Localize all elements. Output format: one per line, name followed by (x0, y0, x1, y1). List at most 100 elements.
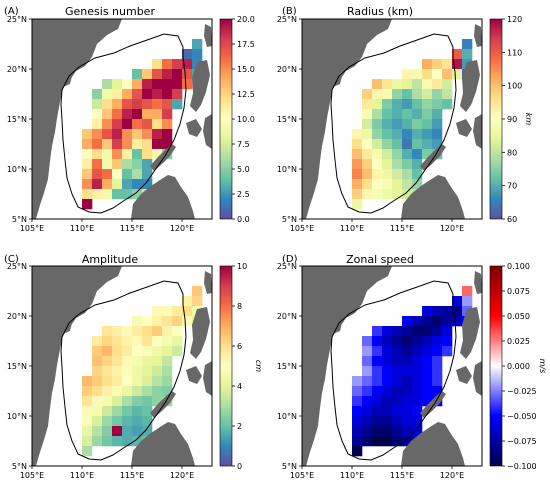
heatmap-cell (192, 296, 203, 307)
heatmap-cell (122, 99, 133, 110)
heatmap-cell (132, 406, 143, 417)
heatmap-cell (382, 356, 393, 367)
x-tick-label: 110°E (340, 471, 364, 480)
heatmap-cell (92, 366, 103, 377)
land-hainan (58, 72, 72, 87)
y-tick-label: 5°N (12, 215, 27, 224)
heatmap-cell (362, 89, 373, 100)
heatmap-cell (382, 426, 393, 437)
heatmap-cell (102, 189, 113, 200)
heatmap-cell (122, 139, 133, 150)
heatmap-cell (172, 316, 183, 327)
heatmap-cell (142, 159, 153, 170)
land-luzon (460, 60, 480, 112)
heatmap-cell (142, 316, 153, 327)
heatmap-cell (392, 416, 403, 427)
heatmap-cell (442, 79, 453, 90)
y-tick-label: 25°N (277, 262, 297, 271)
heatmap-cell (92, 129, 103, 140)
heatmap-cell (132, 396, 143, 407)
heatmap-cell (372, 139, 383, 150)
heatmap-cell (142, 119, 153, 130)
heatmap-cell (82, 179, 93, 190)
heatmap-cell (372, 79, 383, 90)
heatmap-cell (152, 386, 163, 397)
heatmap-cell (162, 346, 173, 357)
heatmap-cell (142, 366, 153, 377)
heatmap-cell (362, 346, 373, 357)
shelf-contour (60, 280, 187, 461)
heatmap-cell (152, 59, 163, 70)
heatmap-cell (152, 316, 163, 327)
heatmap-cell (102, 416, 113, 427)
heatmap-cell (102, 376, 113, 387)
heatmap-cell (402, 69, 413, 80)
heatmap-cell (362, 109, 373, 120)
heatmap-cell (362, 99, 373, 110)
heatmap-cell (112, 79, 123, 90)
heatmap-cell (352, 169, 363, 180)
heatmap-cell (432, 59, 443, 70)
heatmap-cell (152, 109, 163, 120)
heatmap-cell (372, 426, 383, 437)
heatmap-cell (422, 336, 433, 347)
x-tick-label: 120°E (170, 224, 194, 233)
heatmap-cell (112, 179, 123, 190)
colorbar-tick-label: 0.000 (507, 362, 530, 371)
heatmap-cell (372, 119, 383, 130)
heatmap-cell (402, 169, 413, 180)
heatmap-cell (122, 396, 133, 407)
heatmap-cells (82, 286, 203, 457)
heatmap-cell (412, 179, 423, 190)
shelf-contour (330, 280, 457, 461)
heatmap-cell (382, 416, 393, 427)
heatmap-cell (412, 356, 423, 367)
heatmap-cell (82, 139, 93, 150)
y-tick-label: 5°N (282, 215, 297, 224)
heatmap-cell (382, 129, 393, 140)
heatmap-cell (362, 386, 373, 397)
panel-genesis-number: (A) Genesis number 105°E 110°E 115°E 120°E 5… (4, 5, 255, 233)
heatmap-cell (392, 436, 403, 447)
y-tick-label: 10°N (7, 412, 27, 421)
heatmap-cell (392, 169, 403, 180)
heatmap-cell (92, 426, 103, 437)
heatmap-cell (92, 89, 103, 100)
heatmap-cell (122, 109, 133, 120)
heatmap-cell (432, 346, 443, 357)
heatmap-cell (422, 376, 433, 387)
heatmap-cell (422, 129, 433, 140)
heatmap-cell (422, 326, 433, 337)
land-palawan (150, 391, 176, 418)
heatmap-cell (432, 336, 443, 347)
heatmap-cell (182, 59, 193, 70)
heatmap-cell (392, 326, 403, 337)
land-hainan (328, 72, 342, 87)
heatmap-cell (132, 346, 143, 357)
x-tick-label: 120°E (170, 471, 194, 480)
heatmap-cell (172, 326, 183, 337)
heatmap-cell (152, 79, 163, 90)
colorbar (219, 265, 233, 467)
heatmap-cell (412, 376, 423, 387)
heatmap-cell (352, 199, 363, 210)
heatmap-cell (382, 396, 393, 407)
land-visayas (203, 114, 212, 149)
heatmap-cell (402, 139, 413, 150)
heatmap-cell (82, 376, 93, 387)
heatmap-cell (182, 49, 193, 60)
heatmap-cell (412, 396, 423, 407)
heatmap-cell (122, 366, 133, 377)
heatmap-cell (362, 376, 373, 387)
panel-zonal-speed: (D) Zonal speed 105°E 110°E 115°E 120°E5°N1… (277, 253, 547, 480)
heatmap-cell (102, 109, 113, 120)
heatmap-cell (172, 336, 183, 347)
heatmap-cell (122, 346, 133, 357)
heatmap-cell (372, 89, 383, 100)
heatmap-cell (382, 336, 393, 347)
heatmap-cell (82, 199, 93, 210)
heatmap-cell (432, 99, 443, 110)
heatmap-cell (162, 119, 173, 130)
heatmap-cell (412, 326, 423, 337)
heatmap-cell (362, 426, 373, 437)
